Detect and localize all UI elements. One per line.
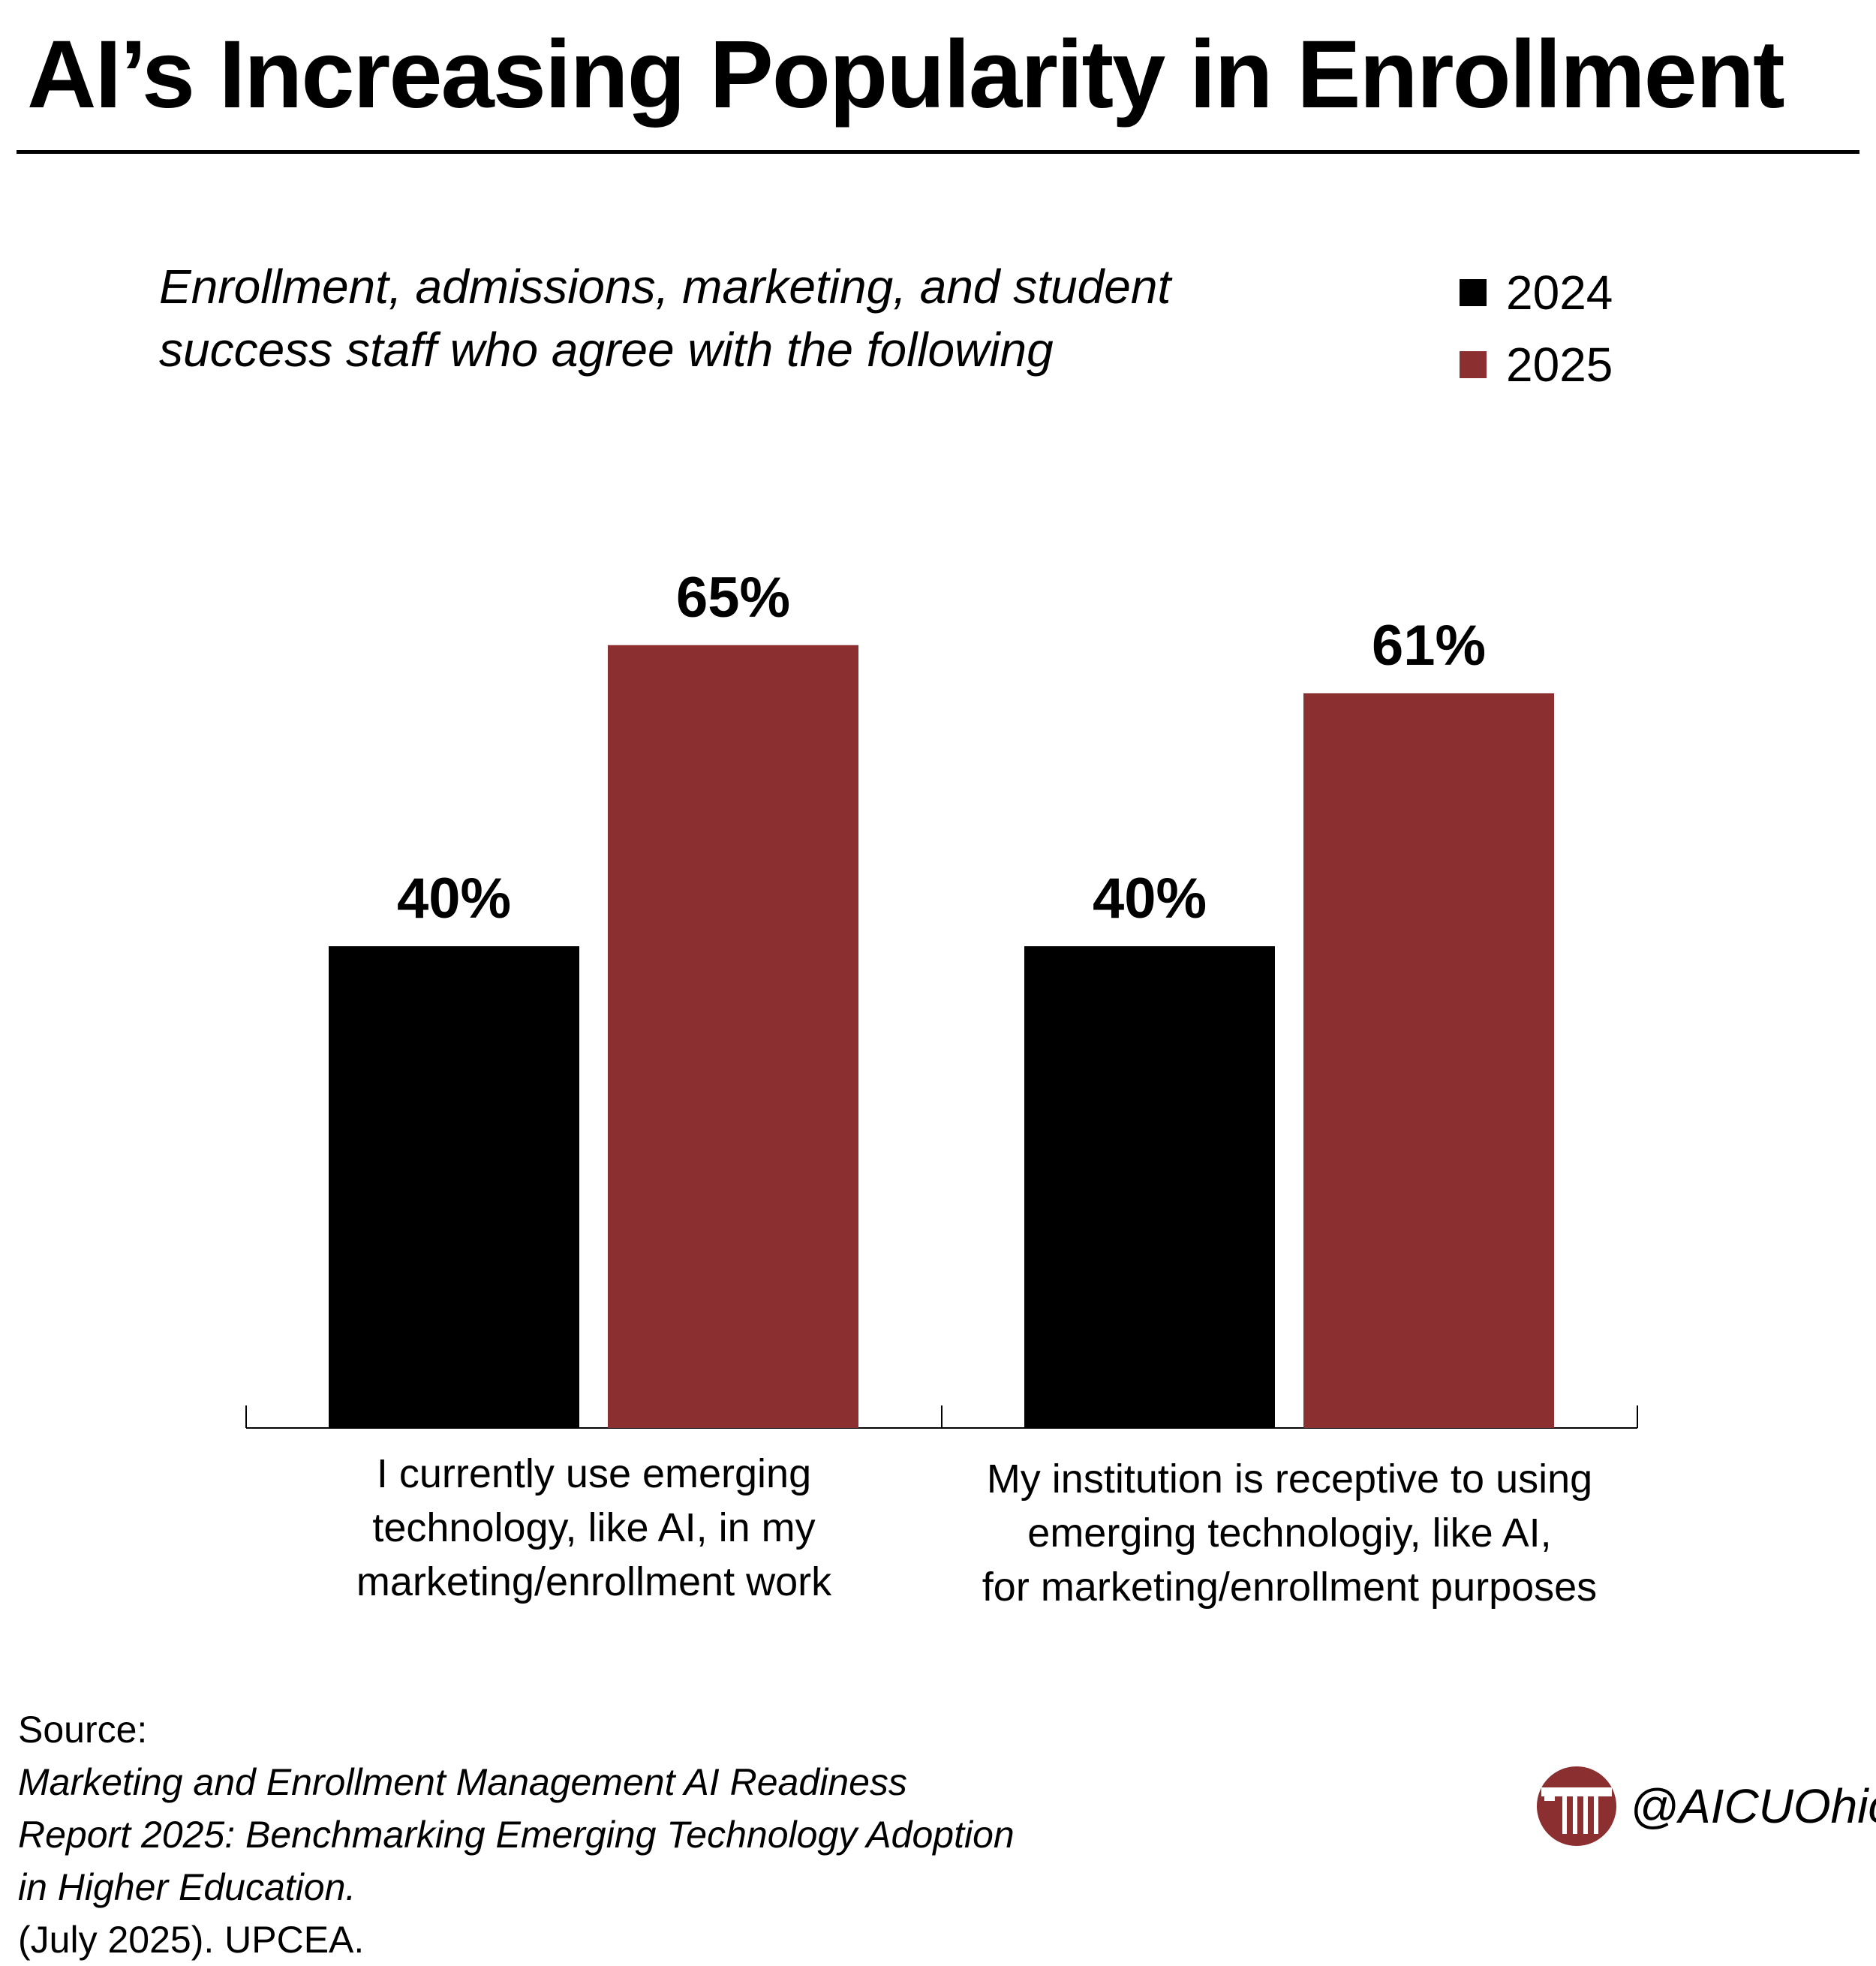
source-title-part-1: Marketing and Enrollment Management AI R… <box>18 1761 907 1803</box>
source-prefix: Source: <box>18 1709 148 1751</box>
data-label-2024-category-1: 40% <box>397 867 511 930</box>
source-title-part-2: Report 2025: Benchmarking Emerging Techn… <box>18 1814 1015 1856</box>
bar-2024-category-2 <box>1024 946 1275 1428</box>
source-title-part-3: in Higher Education. <box>18 1866 356 1908</box>
legend-label-2025: 2025 <box>1506 338 1613 392</box>
category-label-line: I currently use emerging <box>376 1451 812 1496</box>
category-label-line: emerging technologiy, like AI, <box>1027 1511 1552 1556</box>
source-line-3: in Higher Education. (July 2025). UPCEA. <box>18 1861 1144 1966</box>
legend-swatch-2024 <box>1460 279 1487 306</box>
chart-title: AI’s Increasing Popularity in Enrollment <box>27 21 1785 128</box>
category-label-current-use: I currently use emerging technology, lik… <box>257 1447 932 1609</box>
legend-label-2024: 2024 <box>1506 266 1613 320</box>
chart-legend: 2024 2025 <box>1460 257 1613 401</box>
social-handle: @AICUOhio <box>1630 1779 1876 1833</box>
bar-2025-category-1 <box>608 645 858 1428</box>
chart-subtitle: Enrollment, admissions, marketing, and s… <box>159 255 1285 381</box>
legend-item-2024: 2024 <box>1460 257 1613 329</box>
source-line-1: Source: Marketing and Enrollment Managem… <box>18 1703 1144 1808</box>
legend-item-2025: 2025 <box>1460 329 1613 401</box>
brand-footer: @AICUOhio <box>1535 1765 1876 1847</box>
aicu-column-logo-icon <box>1537 1766 1616 1846</box>
category-label-line: My institution is receptive to using <box>986 1456 1593 1502</box>
category-label-line: marketing/enrollment work <box>356 1559 832 1604</box>
legend-swatch-2025 <box>1460 351 1487 378</box>
subtitle-line-2: success staff who agree with the followi… <box>159 323 1054 377</box>
title-divider <box>17 150 1859 154</box>
data-label-2025-category-1: 65% <box>676 566 790 630</box>
bar-2025-category-2 <box>1303 693 1554 1428</box>
source-suffix: (July 2025). UPCEA. <box>18 1919 365 1961</box>
category-label-institution-receptive: My institution is receptive to using eme… <box>952 1452 1628 1614</box>
bar-chart: 40% 65% 40% 61% <box>245 566 1638 1429</box>
category-label-line: technology, like AI, in my <box>372 1505 816 1550</box>
subtitle-line-1: Enrollment, admissions, marketing, and s… <box>159 260 1171 314</box>
category-label-line: for marketing/enrollment purposes <box>982 1565 1598 1610</box>
data-label-2025-category-2: 61% <box>1372 614 1486 678</box>
source-citation: Source: Marketing and Enrollment Managem… <box>18 1703 1144 1966</box>
data-label-2024-category-2: 40% <box>1093 867 1207 930</box>
bar-2024-category-1 <box>329 946 579 1428</box>
